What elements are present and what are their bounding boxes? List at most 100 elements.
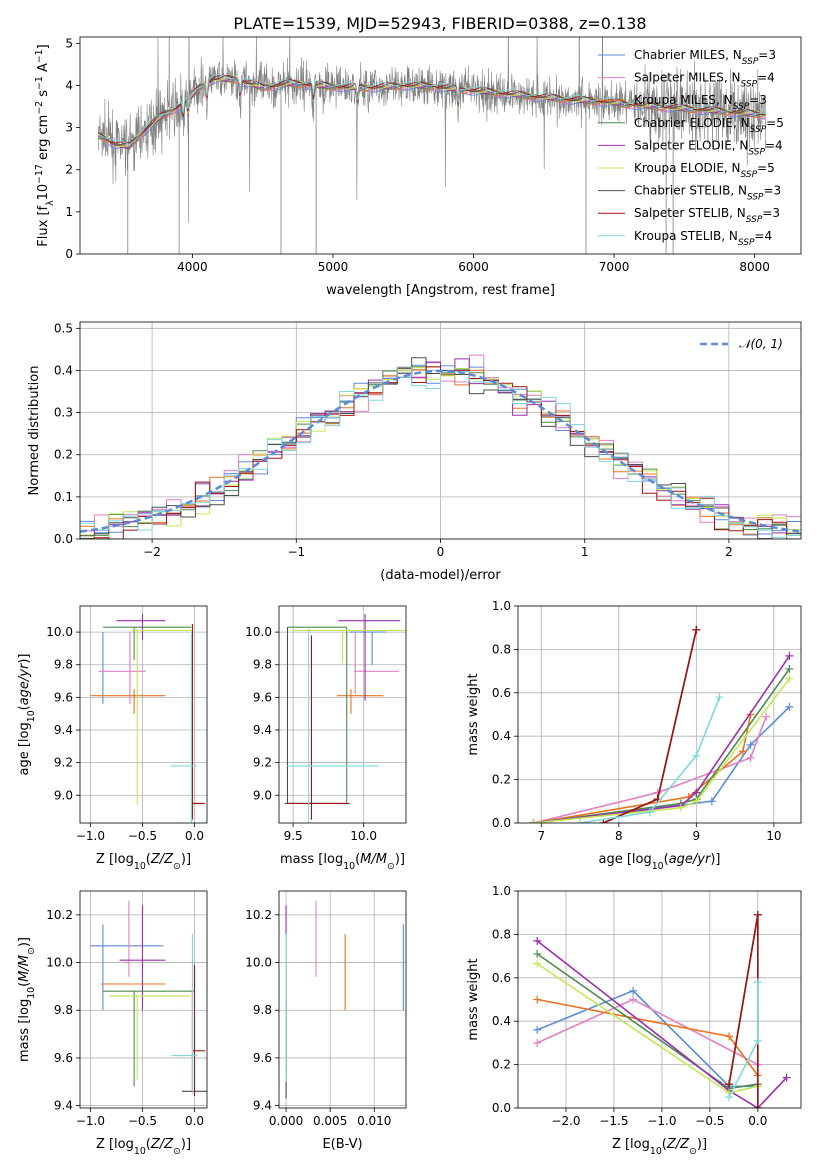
y-axis-label-mass_weight_vs_age: mass weight bbox=[466, 673, 481, 755]
y-tick-label: 10.2 bbox=[245, 908, 272, 922]
axes-residuals: −2 −1 0 1 2 0.0 0.1 0.2 0.3 0.4 0.5 𝒩(0, 1) (data-mo… bbox=[27, 321, 802, 583]
series-kroupa-elodie-line bbox=[533, 678, 791, 823]
y-tick-label: 0.8 bbox=[492, 642, 511, 656]
legend-label-salpeter-elodie: Salpeter ELODIE, NSSP=4 bbox=[634, 138, 783, 157]
x-axis-label-mass_vs_EBV: E(B-V) bbox=[322, 1137, 362, 1152]
series-salpeter-elodie-line bbox=[533, 655, 791, 823]
x-tick-label: −2 bbox=[143, 545, 161, 559]
series-kroupa-stelib-line bbox=[579, 696, 721, 823]
x-tick-label: 0.0 bbox=[185, 829, 204, 843]
y-tick-label: 9.0 bbox=[253, 788, 272, 802]
y-tick-label: 0.4 bbox=[492, 729, 511, 743]
y-tick-label: 9.6 bbox=[54, 1051, 73, 1065]
point-chabrier-miles-marker bbox=[533, 1025, 542, 1034]
x-tick-label: 7000 bbox=[599, 260, 630, 274]
series-salpeter-stelib-line bbox=[728, 914, 759, 1108]
plot-area-mass_vs_EBV bbox=[279, 891, 406, 1108]
y-tick-label: 9.8 bbox=[253, 658, 272, 672]
point-kroupa-elodie-marker bbox=[533, 959, 542, 968]
y-tick-label: 0.2 bbox=[492, 1058, 511, 1072]
legend-label-kroupa-elodie: Kroupa ELODIE, NSSP=5 bbox=[634, 161, 775, 180]
legend-label-salpeter-miles: Salpeter MILES, NSSP=4 bbox=[634, 71, 775, 90]
point-salpeter-elodie-marker bbox=[692, 788, 701, 797]
series-chabrier-elodie-line bbox=[533, 668, 791, 823]
point-salpeter-miles-marker bbox=[533, 1038, 542, 1047]
x-tick-label: −1.5 bbox=[599, 1114, 628, 1128]
x-tick-label: −0.5 bbox=[128, 1114, 157, 1128]
point-chabrier-miles-marker bbox=[746, 740, 755, 749]
y-axis-label-mass_vs_Z: mass [log10(M/M⊙)] bbox=[17, 937, 37, 1062]
y-tick-label: 10.0 bbox=[46, 625, 73, 639]
x-tick-label: −1.0 bbox=[647, 1114, 676, 1128]
point-kroupa-stelib-marker bbox=[753, 978, 762, 987]
y-axis-label-residuals: Normed distribution bbox=[27, 366, 42, 496]
y-tick-label: 5 bbox=[65, 36, 73, 50]
axes-mass_weight_vs_Z: −2.0 −1.5 −1.0 −0.5 0.0 0.0 0.2 0.4 0.6 0.8 1.0 Z [… bbox=[466, 884, 802, 1157]
axes-mass_weight_vs_age: 7 8 9 10 0.0 0.2 0.4 0.6 0.8 1.0 age [log10(age/yr… bbox=[466, 599, 802, 872]
x-tick-label: −1 bbox=[287, 545, 305, 559]
legend-label-chabrier-stelib: Chabrier STELIB, NSSP=3 bbox=[634, 184, 781, 203]
y-tick-label: 9.4 bbox=[54, 1099, 73, 1113]
point-chabrier-miles-marker bbox=[785, 702, 794, 711]
legend-label-normal: 𝒩(0, 1) bbox=[739, 337, 783, 351]
axes-frame-residuals bbox=[79, 321, 802, 540]
y-tick-label: 0.6 bbox=[492, 686, 511, 700]
x-axis-label-mass_weight_vs_age: age [log10(age/yr)] bbox=[598, 852, 720, 872]
point-kroupa-miles-marker bbox=[725, 1032, 734, 1041]
point-kroupa-stelib-marker bbox=[753, 1036, 762, 1045]
y-tick-label: 9.0 bbox=[54, 788, 73, 802]
point-salpeter-elodie-marker bbox=[533, 936, 542, 945]
point-kroupa-elodie-marker bbox=[785, 674, 794, 683]
series-kroupa-miles-line bbox=[533, 714, 752, 823]
x-tick-label: −0.5 bbox=[128, 829, 157, 843]
plot-area-mass_weight_vs_age bbox=[518, 606, 801, 823]
point-salpeter-stelib-marker bbox=[753, 1104, 762, 1108]
legend-label-chabrier-elodie: Chabrier ELODIE, NSSP=5 bbox=[634, 116, 784, 135]
x-tick-label: 9.5 bbox=[284, 829, 303, 843]
axes-frame-mass_weight_vs_Z bbox=[517, 890, 802, 1109]
legend-label-kroupa-miles: Kroupa MILES, NSSP=3 bbox=[634, 93, 767, 112]
x-tick-label: 0.010 bbox=[357, 1114, 391, 1128]
point-kroupa-miles-marker bbox=[533, 995, 542, 1004]
point-kroupa-stelib-marker bbox=[715, 693, 724, 702]
x-tick-label: 5000 bbox=[318, 260, 349, 274]
axes-mass_vs_Z: −1.0 −0.5 0.0 9.4 9.6 9.8 10.0 10.2 Z [log10(Z/Z… bbox=[17, 890, 208, 1157]
point-chabrier-elodie-marker bbox=[533, 949, 542, 958]
x-tick-label: 10.0 bbox=[350, 829, 377, 843]
plot-area-age_vs_mass bbox=[279, 606, 406, 823]
axes-frame-age_vs_mass bbox=[278, 605, 407, 824]
y-axis-label-mass_weight_vs_Z: mass weight bbox=[466, 958, 481, 1040]
x-tick-label: 0.005 bbox=[313, 1114, 347, 1128]
x-axis-label-age_vs_mass: mass [log10(M/M⊙)] bbox=[280, 852, 405, 872]
y-tick-label: 4 bbox=[65, 78, 73, 92]
histogram-kroupa-stelib-step bbox=[80, 366, 801, 538]
x-tick-label: 0 bbox=[437, 545, 445, 559]
plot-area-residuals bbox=[80, 322, 801, 539]
grid-age_vs_Z bbox=[80, 606, 207, 823]
y-tick-label: 3 bbox=[65, 121, 73, 135]
x-axis-label-residuals: (data-model)/error bbox=[380, 568, 501, 583]
y-tick-label: 9.8 bbox=[54, 1003, 73, 1017]
axes-spectrum: 4000 5000 6000 7000 8000 0 1 2 3 4 5 Chabrier MILES… bbox=[34, 36, 802, 298]
y-tick-label: 9.6 bbox=[253, 690, 272, 704]
y-tick-label: 0.3 bbox=[54, 406, 73, 420]
axes-frame-mass_vs_Z bbox=[79, 890, 208, 1109]
axes-frame-mass_weight_vs_age bbox=[517, 605, 802, 824]
x-tick-label: −0.5 bbox=[695, 1114, 724, 1128]
point-salpeter-stelib-marker bbox=[599, 819, 608, 823]
grid-mass_vs_EBV bbox=[279, 891, 406, 1108]
y-tick-label: 0.2 bbox=[54, 448, 73, 462]
point-kroupa-stelib-marker bbox=[576, 819, 585, 823]
axes-frame-mass_vs_EBV bbox=[278, 890, 407, 1109]
x-tick-label: 1 bbox=[581, 545, 589, 559]
point-kroupa-stelib-marker bbox=[692, 751, 701, 760]
x-tick-label: 4000 bbox=[177, 260, 208, 274]
y-tick-label: 9.4 bbox=[54, 723, 73, 737]
legend-label-kroupa-stelib: Kroupa STELIB, NSSP=4 bbox=[634, 229, 772, 248]
point-kroupa-miles-marker bbox=[738, 747, 747, 756]
legend-label-salpeter-stelib: Salpeter STELIB, NSSP=3 bbox=[634, 206, 780, 225]
series-salpeter-elodie-line bbox=[536, 940, 788, 1108]
y-tick-label: 0 bbox=[65, 247, 73, 261]
point-kroupa-elodie-marker bbox=[529, 819, 538, 823]
